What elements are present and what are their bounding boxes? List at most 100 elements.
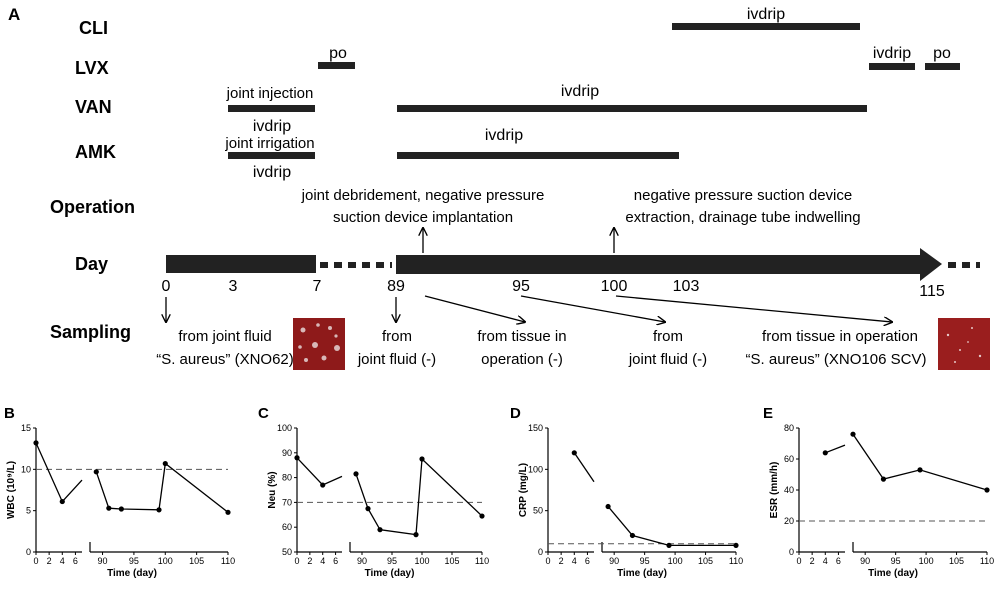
- esr-data-point: [850, 431, 856, 437]
- crp-data-point: [605, 503, 611, 510]
- neu-y-tick-label: 100: [277, 423, 292, 433]
- wbc-series-segment-1: [35, 442, 83, 503]
- esr-x-tick-label: 4: [823, 556, 828, 566]
- cli-ivdrip-label: ivdrip: [747, 6, 785, 23]
- row-label-lvx: LVX: [75, 58, 109, 78]
- lvx-po-label-2: po: [933, 45, 951, 62]
- operation-2-line-2: extraction, drainage tube indwelling: [625, 209, 860, 226]
- amk-ivdrip-short-label: ivdrip: [253, 164, 291, 181]
- esr-x-tick-label: 0: [796, 556, 801, 566]
- neu-data-point: [353, 471, 359, 477]
- amk-ivdrip-long-bar: [397, 152, 679, 159]
- neu-x-tick-label: 2: [307, 556, 312, 566]
- chart-neu: 50 60 70 80 90 100 0 2 4 6 90 95 100 105 110 Time (day)…: [267, 423, 489, 579]
- sampling-arrow-day-90: [424, 295, 525, 322]
- wbc-data-point: [33, 440, 39, 446]
- day-tick-0: 0: [162, 278, 171, 295]
- sampling-3-line-1: from tissue in: [477, 328, 566, 345]
- row-label-operation: Operation: [50, 197, 135, 217]
- sampling-5-line-1: from tissue in operation: [762, 328, 918, 345]
- wbc-y-tick-label: 0: [26, 547, 31, 557]
- esr-x-tick-label: 95: [891, 556, 901, 566]
- amk-ivdrip-long-label: ivdrip: [485, 127, 523, 144]
- crp-x-tick-label: 2: [559, 556, 564, 566]
- esr-data-point: [917, 467, 923, 473]
- neu-x-tick-label: 0: [294, 556, 299, 566]
- day-tick-100: 100: [601, 278, 628, 295]
- neu-y-tick-label: 90: [282, 448, 292, 458]
- esr-x-axis-title: Time (day): [868, 568, 918, 579]
- neu-x-tick-label: 90: [357, 556, 367, 566]
- sampling-5-line-2: “S. aureus” (XNO106 SCV): [746, 351, 927, 368]
- wbc-data-point: [93, 469, 99, 475]
- neu-data-point: [377, 527, 383, 533]
- neu-x-tick-label: 110: [475, 556, 489, 566]
- day-tick-115: 115: [919, 283, 945, 300]
- esr-series-segment-1: [825, 444, 846, 454]
- crp-y-tick-label: 150: [528, 423, 543, 433]
- esr-y-tick-label: 80: [784, 423, 794, 433]
- van-ivdrip-short-label: ivdrip: [253, 118, 291, 135]
- culture-plate-image-1: [293, 318, 345, 370]
- day-tick-7: 7: [313, 278, 322, 295]
- wbc-x-tick-label: 90: [98, 556, 108, 566]
- wbc-data-point: [59, 498, 65, 505]
- operation-1-line-1: joint debridement, negative pressure: [301, 187, 545, 204]
- wbc-x-tick-label: 2: [47, 556, 52, 566]
- wbc-data-point: [162, 460, 168, 467]
- wbc-x-tick-label: 95: [129, 556, 139, 566]
- row-label-amk: AMK: [75, 142, 116, 162]
- wbc-data-point: [156, 507, 162, 513]
- neu-data-point: [294, 455, 300, 461]
- sampling-1-line-1: from joint fluid: [178, 328, 271, 345]
- panel-a: A CLI LVX VAN AMK Operation Day Sampling…: [8, 5, 990, 370]
- van-joint-injection-bar: [228, 105, 315, 112]
- wbc-x-tick-label: 110: [221, 556, 235, 566]
- esr-y-tick-label: 40: [784, 485, 794, 495]
- crp-x-tick-label: 100: [668, 556, 683, 566]
- crp-x-tick-label: 95: [640, 556, 650, 566]
- neu-data-point: [320, 482, 326, 488]
- crp-x-tick-label: 6: [585, 556, 590, 566]
- lvx-po-bar-1: [318, 62, 355, 69]
- crp-y-tick-label: 50: [533, 506, 543, 516]
- row-label-day: Day: [75, 254, 108, 274]
- esr-data-point: [880, 476, 887, 482]
- panel-a-label: A: [8, 5, 20, 24]
- sampling-1-line-2: “S. aureus” (XNO62): [156, 351, 294, 368]
- van-ivdrip-long-bar: [397, 105, 867, 112]
- panel-d-label: D: [510, 405, 521, 422]
- wbc-x-tick-label: 6: [73, 556, 78, 566]
- crp-series-segment-2: [607, 506, 736, 547]
- esr-data-point: [822, 450, 828, 456]
- operation-2-line-1: negative pressure suction device: [634, 187, 852, 204]
- neu-y-tick-label: 70: [282, 497, 292, 507]
- cli-ivdrip-bar: [672, 23, 860, 30]
- neu-x-tick-label: 100: [414, 556, 429, 566]
- crp-x-tick-label: 110: [729, 556, 743, 566]
- wbc-y-tick-label: 10: [21, 464, 31, 474]
- wbc-x-tick-label: 0: [33, 556, 38, 566]
- sampling-3-line-2: operation (-): [481, 351, 563, 368]
- wbc-x-axis-title: Time (day): [107, 568, 157, 579]
- van-joint-injection-label: joint injection: [226, 85, 314, 102]
- wbc-x-tick-label: 105: [189, 556, 204, 566]
- neu-data-point: [365, 506, 371, 512]
- wbc-series-segment-2: [95, 462, 229, 513]
- day-tick-103: 103: [673, 278, 700, 295]
- neu-data-point: [479, 513, 485, 519]
- day-arrow: [396, 248, 942, 281]
- operation-1-line-2: suction device implantation: [333, 209, 513, 226]
- sampling-4-line-1: from: [653, 328, 683, 345]
- crp-data-point: [666, 542, 672, 548]
- crp-x-tick-label: 90: [609, 556, 619, 566]
- wbc-y-tick-label: 15: [21, 423, 31, 433]
- crp-x-axis-title: Time (day): [617, 568, 667, 579]
- sampling-2-line-2: joint fluid (-): [357, 351, 436, 368]
- row-label-sampling: Sampling: [50, 322, 131, 342]
- neu-y-tick-label: 50: [282, 547, 292, 557]
- wbc-y-axis-title: WBC (10⁹/L): [6, 461, 17, 519]
- crp-x-tick-label: 0: [545, 556, 550, 566]
- esr-x-tick-label: 100: [919, 556, 934, 566]
